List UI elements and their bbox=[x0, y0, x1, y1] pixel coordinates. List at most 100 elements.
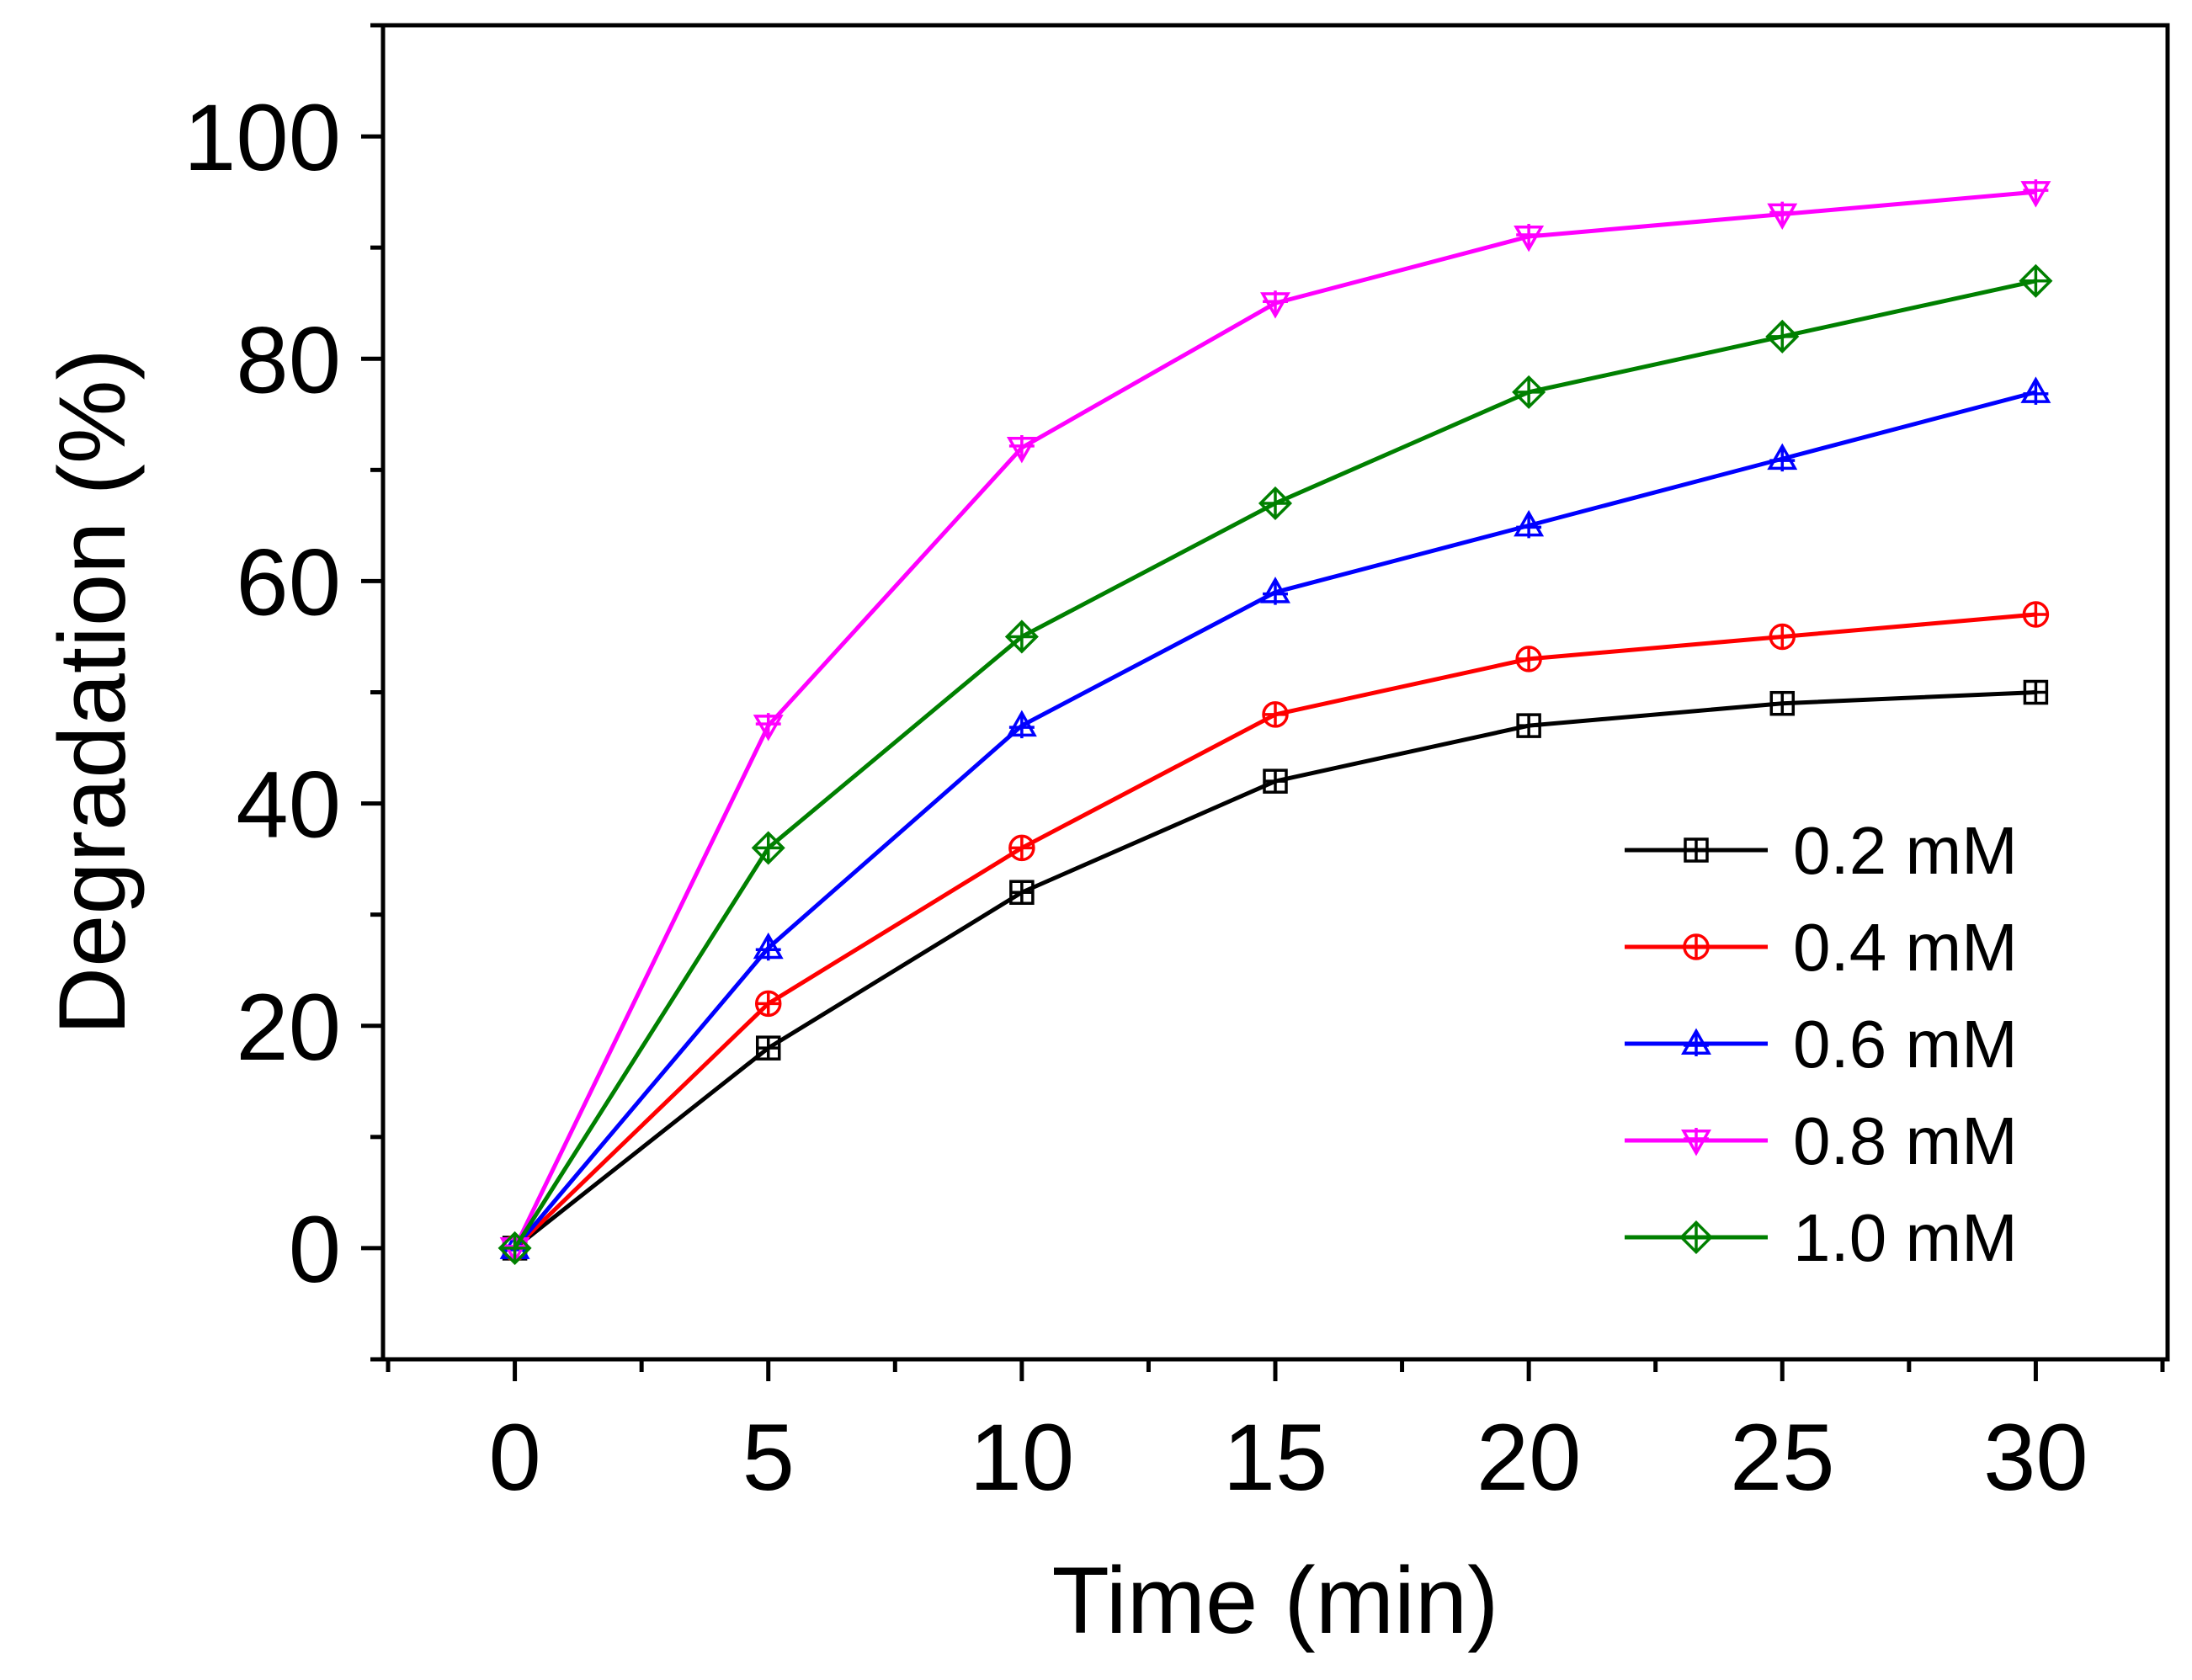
legend-label: 0.6 mM bbox=[1793, 1007, 2018, 1082]
data-point bbox=[1260, 290, 1290, 319]
marker-cross bbox=[500, 1233, 530, 1263]
marker-cross bbox=[1685, 839, 1707, 861]
y-tick-label: 60 bbox=[236, 529, 341, 635]
legend-item: 0.6 mM bbox=[1625, 1007, 2018, 1082]
marker-cross bbox=[2024, 681, 2047, 704]
y-tick-label: 0 bbox=[289, 1197, 341, 1302]
data-point bbox=[1515, 646, 1542, 673]
marker-cross bbox=[1771, 692, 1794, 715]
marker-shape bbox=[1008, 834, 1035, 862]
marker-cross bbox=[1516, 224, 1542, 249]
legend-label: 0.4 mM bbox=[1793, 910, 2018, 985]
data-point bbox=[2020, 376, 2051, 405]
data-point bbox=[1767, 443, 1798, 472]
x-tick-label: 10 bbox=[970, 1405, 1075, 1510]
series-0-4-mM bbox=[501, 601, 2050, 1262]
legend: 0.2 mM 0.4 mM 0.6 mM 0.8 mM 1.0 mM bbox=[1625, 813, 2018, 1275]
x-axis-title: Time (min) bbox=[1052, 1548, 1499, 1653]
legend-label: 0.2 mM bbox=[1793, 813, 2018, 888]
data-point bbox=[1008, 834, 1035, 862]
marker-cross bbox=[1518, 647, 1540, 670]
data-point bbox=[1006, 434, 1037, 464]
data-point bbox=[2022, 601, 2050, 628]
marker-cross bbox=[1684, 1031, 1709, 1056]
marker-cross bbox=[2020, 266, 2051, 296]
marker-cross bbox=[1263, 290, 1288, 316]
legend-marker bbox=[1681, 1028, 1711, 1056]
marker-shape bbox=[2022, 601, 2050, 628]
data-point bbox=[751, 831, 785, 865]
marker-shape bbox=[1262, 701, 1289, 728]
data-point bbox=[1516, 713, 1541, 738]
data-point bbox=[755, 1035, 781, 1061]
marker-cross bbox=[1010, 837, 1033, 859]
marker-cross bbox=[753, 832, 784, 863]
data-point bbox=[1512, 375, 1546, 409]
legend-marker bbox=[1679, 1220, 1714, 1255]
marker-cross bbox=[2023, 379, 2049, 405]
marker-cross bbox=[1518, 715, 1540, 737]
marker-cross bbox=[1514, 377, 1544, 407]
data-point bbox=[753, 713, 784, 742]
marker-cross bbox=[1769, 446, 1796, 472]
data-point bbox=[1514, 509, 1545, 539]
x-tick-label: 5 bbox=[742, 1405, 795, 1510]
series-1-0-mM bbox=[497, 263, 2053, 1265]
data-point bbox=[497, 1231, 532, 1265]
marker-cross bbox=[1516, 513, 1542, 539]
x-tick-label: 25 bbox=[1730, 1405, 1835, 1510]
legend-label: 1.0 mM bbox=[1793, 1200, 2018, 1275]
data-point bbox=[1514, 224, 1545, 253]
data-point bbox=[1767, 201, 1798, 231]
data-point bbox=[1004, 619, 1039, 654]
legend-label: 0.8 mM bbox=[1793, 1103, 2018, 1178]
marker-shape bbox=[751, 831, 785, 865]
marker-shape bbox=[497, 1231, 532, 1265]
marker-cross bbox=[1008, 713, 1035, 739]
y-axis-title: Degradation (%) bbox=[40, 348, 145, 1035]
data-point bbox=[1769, 623, 1796, 651]
marker-cross bbox=[1264, 770, 1286, 793]
marker-cross bbox=[1767, 322, 1797, 352]
marker-cross bbox=[757, 1037, 779, 1060]
legend-item: 0.4 mM bbox=[1625, 910, 2018, 985]
marker-cross bbox=[1264, 703, 1286, 726]
y-tick-label: 80 bbox=[236, 307, 341, 412]
marker-cross bbox=[1684, 1128, 1709, 1153]
data-point bbox=[1009, 880, 1035, 905]
marker-cross bbox=[1007, 621, 1037, 652]
marker-cross bbox=[1681, 1222, 1711, 1252]
y-tick-label: 100 bbox=[184, 85, 341, 190]
marker-shape bbox=[754, 990, 782, 1018]
series-layer bbox=[497, 179, 2053, 1265]
data-point bbox=[753, 932, 784, 961]
legend-item: 0.2 mM bbox=[1625, 813, 2018, 888]
marker-shape bbox=[1683, 933, 1710, 960]
data-point bbox=[1260, 577, 1290, 605]
x-tick-label: 30 bbox=[1983, 1405, 2088, 1510]
marker-cross bbox=[755, 935, 781, 961]
marker-cross bbox=[1263, 579, 1288, 605]
marker-cross bbox=[1008, 434, 1035, 460]
marker-cross bbox=[1685, 936, 1707, 958]
legend-item: 0.8 mM bbox=[1625, 1103, 2018, 1178]
marker-cross bbox=[1010, 881, 1033, 904]
data-point bbox=[1262, 701, 1289, 728]
x-axis: 0 5 10 15 20 25 30 bbox=[386, 1359, 2165, 1510]
legend-marker bbox=[1683, 933, 1710, 960]
marker-cross bbox=[755, 713, 781, 739]
marker-shape bbox=[1769, 623, 1796, 651]
data-point bbox=[754, 990, 782, 1018]
x-tick-label: 15 bbox=[1223, 1405, 1328, 1510]
marker-cross bbox=[1260, 488, 1290, 518]
legend-marker bbox=[1684, 837, 1709, 863]
marker-cross bbox=[1769, 201, 1796, 227]
marker-cross bbox=[757, 992, 779, 1015]
data-point bbox=[2023, 679, 2049, 705]
y-tick-label: 40 bbox=[236, 752, 341, 858]
x-tick-label: 0 bbox=[488, 1405, 540, 1510]
data-point bbox=[1263, 768, 1288, 794]
data-point bbox=[1006, 710, 1037, 739]
